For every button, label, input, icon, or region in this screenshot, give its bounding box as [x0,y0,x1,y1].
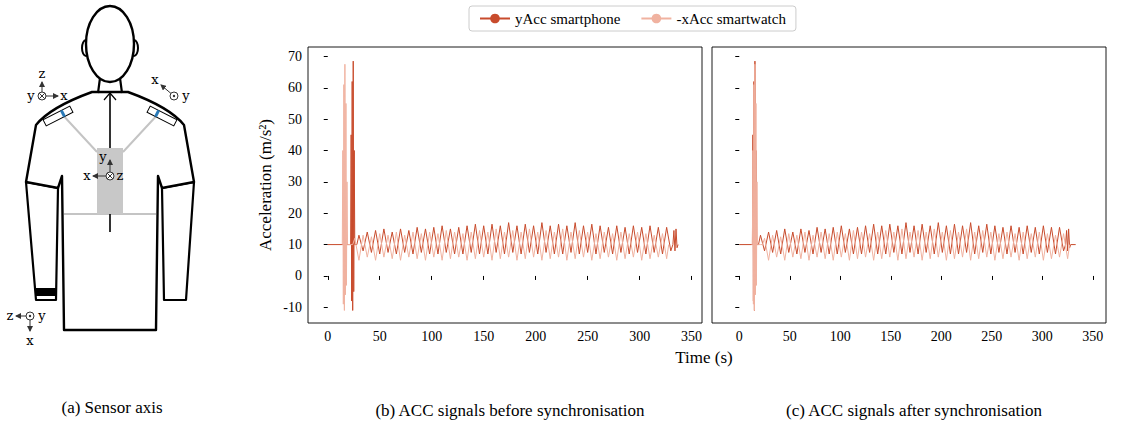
svg-text:yAcc smartphone: yAcc smartphone [515,11,621,27]
svg-text:0: 0 [295,268,302,283]
svg-text:100: 100 [830,329,851,344]
svg-text:y: y [26,88,35,103]
svg-text:Acceleration (m/s²): Acceleration (m/s²) [256,119,275,251]
svg-text:350: 350 [1082,329,1103,344]
svg-text:350: 350 [681,329,702,344]
svg-text:150: 150 [880,329,901,344]
svg-text:-xAcc smartwatch: -xAcc smartwatch [676,11,786,27]
svg-text:150: 150 [473,329,494,344]
svg-text:40: 40 [288,143,302,158]
svg-text:y: y [37,308,46,323]
svg-text:z: z [7,308,14,323]
svg-text:0: 0 [736,329,743,344]
svg-text:50: 50 [373,329,387,344]
svg-text:-10: -10 [283,300,302,315]
svg-text:50: 50 [783,329,797,344]
svg-text:x: x [151,72,159,87]
svg-text:z: z [117,168,124,183]
svg-text:300: 300 [1032,329,1053,344]
svg-text:250: 250 [577,329,598,344]
svg-text:x: x [26,333,34,348]
svg-text:30: 30 [288,174,302,189]
svg-text:200: 200 [525,329,546,344]
svg-text:20: 20 [288,206,302,221]
svg-text:100: 100 [421,329,442,344]
svg-text:0: 0 [324,329,331,344]
svg-text:(a) Sensor axis: (a) Sensor axis [61,398,162,417]
svg-text:250: 250 [981,329,1002,344]
svg-text:10: 10 [288,237,302,252]
svg-text:y: y [181,88,190,103]
svg-text:50: 50 [288,112,302,127]
svg-text:x: x [60,88,68,103]
svg-text:300: 300 [629,329,650,344]
svg-text:Time (s): Time (s) [675,348,732,367]
svg-text:(c) ACC signals after synchron: (c) ACC signals after synchronisation [786,401,1042,420]
svg-text:y: y [98,149,107,164]
svg-text:60: 60 [288,80,302,95]
svg-text:x: x [83,168,91,183]
svg-text:200: 200 [931,329,952,344]
svg-text:z: z [39,66,46,81]
svg-text:70: 70 [288,49,302,64]
svg-text:(b) ACC signals before synchro: (b) ACC signals before synchronisation [375,401,645,420]
